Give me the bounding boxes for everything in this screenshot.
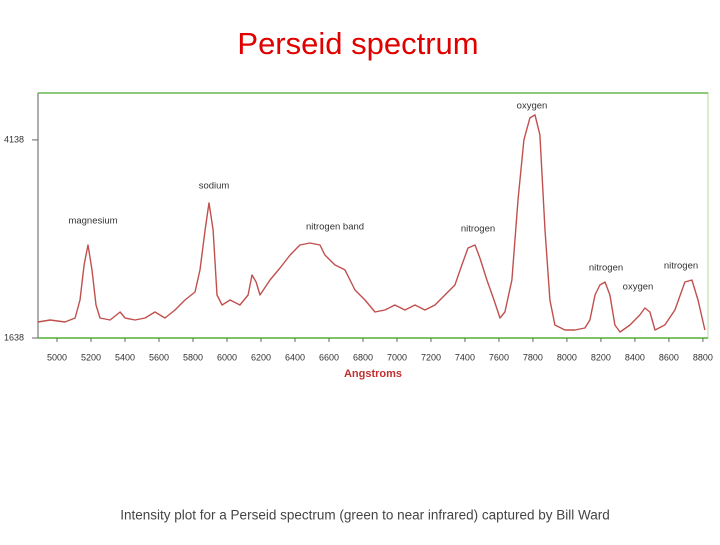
peak-annotation: nitrogen band xyxy=(306,222,364,233)
x-tick-label: 5200 xyxy=(81,352,101,362)
x-tick-label: 6600 xyxy=(319,352,339,362)
y-tick-label: 4138 xyxy=(4,134,24,144)
peak-annotation: nitrogen xyxy=(461,224,495,235)
x-tick-label: 8400 xyxy=(625,352,645,362)
plot-frame xyxy=(37,92,709,339)
spectrum-line xyxy=(37,114,706,333)
x-tick-label: 7000 xyxy=(387,352,407,362)
x-tick-label: 5000 xyxy=(47,352,67,362)
x-tick-label: 8200 xyxy=(591,352,611,362)
x-tick-label: 8600 xyxy=(659,352,679,362)
x-tick-label: 6800 xyxy=(353,352,373,362)
x-axis-label: Angstroms xyxy=(344,368,402,380)
x-tick-label: 7200 xyxy=(421,352,441,362)
x-tick-label: 5400 xyxy=(115,352,135,362)
caption: Intensity plot for a Perseid spectrum (g… xyxy=(120,508,609,523)
x-tick-label: 6200 xyxy=(251,352,271,362)
x-tick-label: 8800 xyxy=(693,352,713,362)
peak-annotation: sodium xyxy=(199,181,230,192)
x-tick-label: 7800 xyxy=(523,352,543,362)
chart-title: Perseid spectrum xyxy=(237,26,478,61)
peak-annotation: nitrogen xyxy=(664,261,698,272)
peak-annotation: nitrogen xyxy=(589,263,623,274)
y-tick-label: 1638 xyxy=(4,332,24,342)
x-tick-label: 6400 xyxy=(285,352,305,362)
peak-annotation: oxygen xyxy=(623,282,654,293)
x-tick-label: 7600 xyxy=(489,352,509,362)
peak-annotation: oxygen xyxy=(517,101,548,112)
x-tick-label: 5800 xyxy=(183,352,203,362)
x-tick-label: 8000 xyxy=(557,352,577,362)
x-tick-label: 5600 xyxy=(149,352,169,362)
x-tick-label: 7400 xyxy=(455,352,475,362)
x-tick-label: 6000 xyxy=(217,352,237,362)
peak-annotation: magnesium xyxy=(68,216,117,227)
